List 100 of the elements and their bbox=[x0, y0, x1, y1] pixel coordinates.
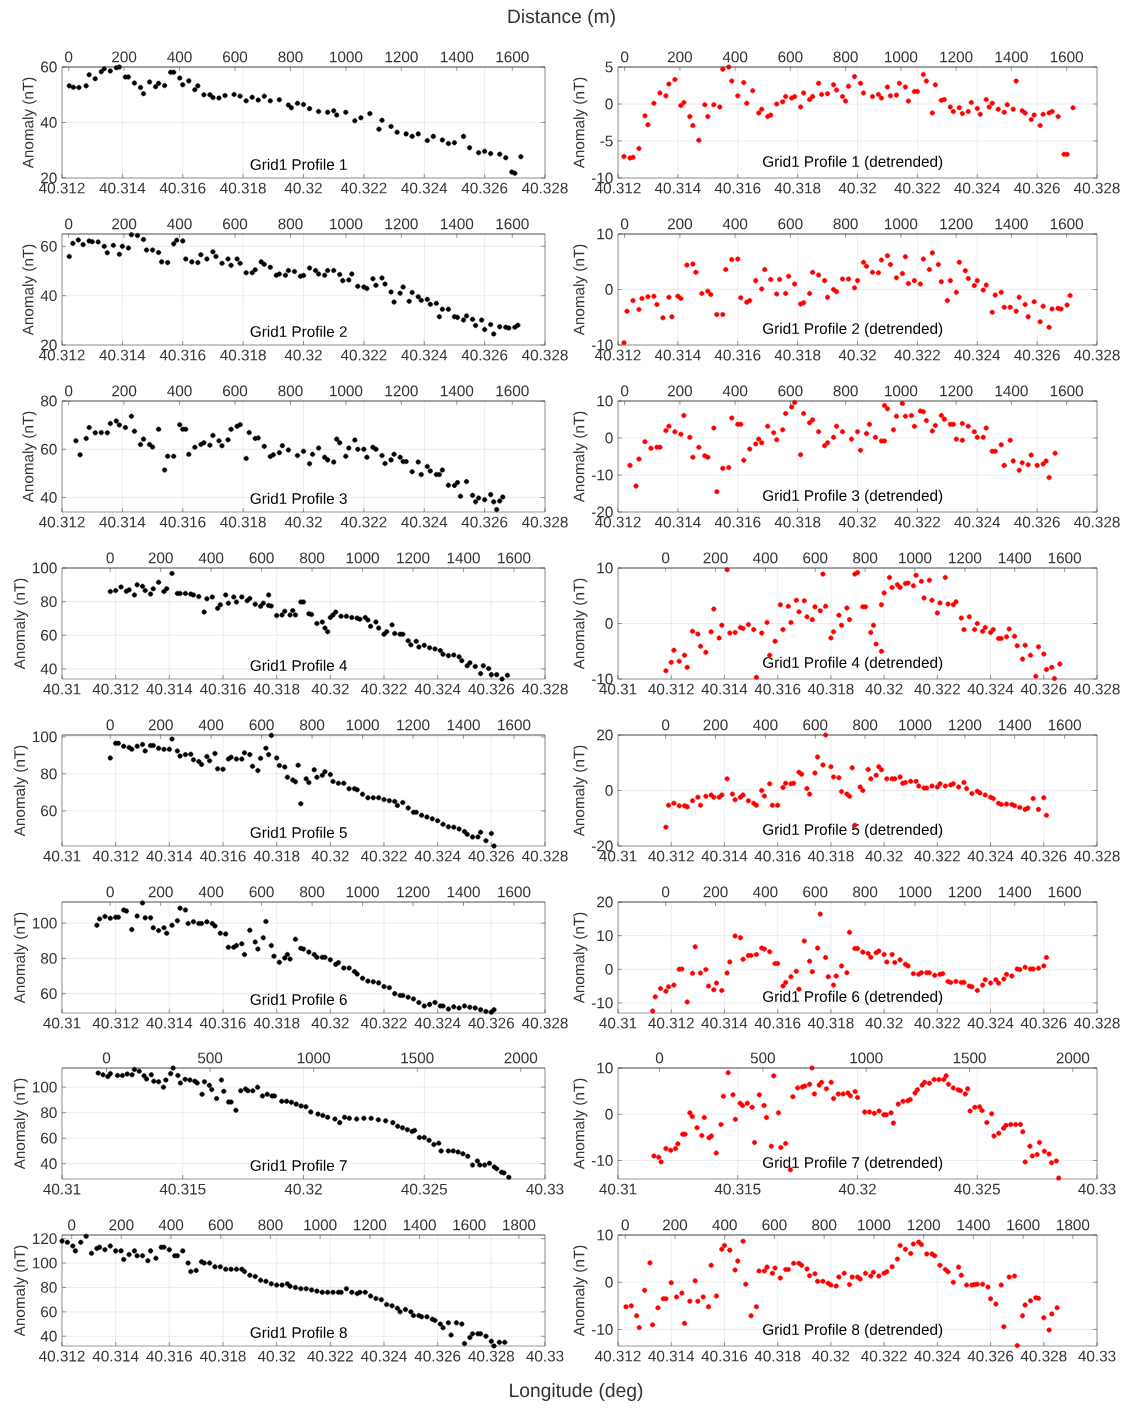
y-axis-title: Anomaly (nT) bbox=[573, 1245, 588, 1337]
x-tick-label: 40.322 bbox=[360, 683, 407, 695]
x2-tick-label: 1000 bbox=[346, 719, 379, 731]
x2-tick-label: 1200 bbox=[397, 552, 430, 564]
x2-tick-label: 600 bbox=[778, 385, 803, 397]
x2-tick-label: 1800 bbox=[1057, 1219, 1090, 1231]
x-tick-label: 40.326 bbox=[414, 1350, 461, 1362]
x2-tick-label: 1600 bbox=[496, 51, 529, 63]
x2-tick-label: 1400 bbox=[447, 719, 480, 731]
x2-tick-label: 1200 bbox=[385, 385, 418, 397]
y-tick-label: 60 bbox=[41, 1306, 57, 1318]
x2-tick-label: 1400 bbox=[995, 218, 1028, 230]
x-tick-label: 40.324 bbox=[914, 1350, 961, 1362]
x-tick-label: 40.33 bbox=[1078, 1183, 1116, 1195]
y-tick-label: 100 bbox=[32, 562, 57, 574]
text: Grid1 Profile 6 (detrended) bbox=[763, 990, 943, 1005]
x2-tick-label: 0 bbox=[661, 886, 670, 898]
x2-tick-label: 200 bbox=[148, 886, 173, 898]
y-tick-label: 10 bbox=[597, 395, 613, 407]
x-tick-label: 40.316 bbox=[159, 182, 206, 194]
x-tick-label: 40.312 bbox=[595, 516, 641, 528]
x-tick-label: 40.314 bbox=[92, 1350, 139, 1362]
x2-tick-label: 800 bbox=[833, 51, 858, 63]
y-tick-label: 10 bbox=[597, 1062, 613, 1074]
x2-tick-label: 1400 bbox=[957, 1219, 990, 1231]
x-tick-label: 40.322 bbox=[914, 1017, 960, 1029]
x2-tick-label: 200 bbox=[112, 218, 137, 230]
x2-tick-label: 0 bbox=[620, 218, 629, 230]
x2-tick-label: 800 bbox=[853, 552, 878, 564]
x-tick-label: 40.328 bbox=[1074, 182, 1120, 194]
y-tick-label: 0 bbox=[605, 785, 613, 796]
x2-tick-label: 1600 bbox=[1048, 886, 1081, 898]
x2-tick-label: 1000 bbox=[330, 218, 363, 230]
x2-tick-label: 1200 bbox=[949, 552, 982, 564]
x-tick-label: 40.32 bbox=[311, 1017, 349, 1029]
x-tick-label: 40.314 bbox=[99, 516, 146, 528]
text: Grid1 Profile 6 bbox=[250, 993, 347, 1005]
x-tick-label: 40.326 bbox=[468, 1017, 515, 1029]
x-tick-label: 40.318 bbox=[220, 182, 266, 194]
x2-tick-label: 600 bbox=[208, 1219, 233, 1231]
x-tick-label: 40.326 bbox=[1020, 850, 1067, 862]
x2-tick-label: 800 bbox=[278, 218, 303, 230]
y-tick-label: 0 bbox=[605, 618, 613, 629]
y-tick-label: 0 bbox=[605, 1108, 613, 1120]
x2-tick-label: 1000 bbox=[330, 385, 363, 397]
x-tick-label: 40.322 bbox=[340, 516, 387, 528]
x-tick-label: 40.31 bbox=[43, 850, 81, 862]
x-tick-label: 40.322 bbox=[861, 1350, 907, 1362]
y-tick-label: 10 bbox=[597, 1229, 613, 1241]
y-axis-title: Anomaly (nT) bbox=[573, 1078, 588, 1170]
x-tick-label: 40.312 bbox=[595, 349, 641, 361]
text: Grid1 Profile 7 (detrended) bbox=[763, 1156, 943, 1171]
y-tick-label: 80 bbox=[40, 596, 57, 608]
x-tick-label: 40.316 bbox=[200, 850, 246, 862]
x2-tick-label: 1600 bbox=[498, 552, 531, 564]
x-tick-label: 40.312 bbox=[38, 516, 85, 528]
x-tick-label: 40.322 bbox=[340, 182, 387, 194]
y-tick-label: 120 bbox=[32, 1233, 57, 1245]
x2-tick-label: 200 bbox=[112, 51, 137, 63]
y-axis-title: Anomaly (nT) bbox=[22, 411, 37, 503]
x-tick-label: 40.316 bbox=[200, 683, 246, 695]
x-tick-label: 40.324 bbox=[360, 1350, 407, 1362]
x2-tick-label: 400 bbox=[752, 719, 778, 731]
y-tick-label: 80 bbox=[40, 952, 57, 964]
x2-tick-label: 1400 bbox=[441, 51, 474, 63]
x2-tick-label: 0 bbox=[65, 218, 73, 230]
y-tick-label: 0 bbox=[605, 98, 613, 110]
x2-tick-label: 0 bbox=[65, 385, 73, 397]
text: Grid1 Profile 5 bbox=[250, 826, 347, 838]
x2-tick-label: 800 bbox=[812, 1219, 837, 1231]
y-tick-label: 0 bbox=[605, 1276, 613, 1288]
x2-tick-label: 0 bbox=[106, 719, 114, 731]
y-tick-label: 60 bbox=[41, 988, 57, 1000]
x-tick-label: 40.32 bbox=[865, 1017, 903, 1029]
x2-tick-label: 1400 bbox=[998, 886, 1032, 898]
x-tick-label: 40.312 bbox=[595, 182, 641, 194]
x-tick-label: 40.324 bbox=[967, 1017, 1014, 1029]
x-tick-label: 40.318 bbox=[253, 850, 300, 862]
x2-tick-label: 1500 bbox=[953, 1052, 986, 1064]
x2-tick-label: 600 bbox=[778, 51, 803, 63]
x-tick-label: 40.322 bbox=[894, 516, 940, 528]
x2-tick-label: 1200 bbox=[940, 51, 973, 63]
x2-tick-label: 400 bbox=[722, 51, 748, 63]
x2-tick-label: 0 bbox=[620, 385, 629, 397]
x-tick-label: 40.314 bbox=[654, 516, 701, 528]
text: Grid1 Profile 1 bbox=[250, 158, 347, 170]
x-tick-label: 40.322 bbox=[360, 1017, 407, 1029]
x2-tick-label: 200 bbox=[667, 218, 693, 230]
y-axis-title: Anomaly (nT) bbox=[22, 77, 37, 169]
x-tick-label: 40.328 bbox=[522, 1017, 568, 1029]
text: Grid1 Profile 2 (detrended) bbox=[763, 322, 943, 337]
x-tick-label: 40.31 bbox=[599, 1017, 637, 1029]
x2-tick-label: 600 bbox=[249, 886, 274, 898]
y-tick-label: 60 bbox=[41, 805, 57, 817]
y-tick-label: 100 bbox=[32, 1257, 57, 1269]
y-axis-title: Anomaly (nT) bbox=[573, 244, 588, 336]
x-tick-label: 40.324 bbox=[967, 683, 1014, 695]
x2-tick-label: 400 bbox=[198, 886, 224, 898]
x-tick-label: 40.326 bbox=[1020, 683, 1067, 695]
x-tick-label: 40.312 bbox=[92, 683, 139, 695]
